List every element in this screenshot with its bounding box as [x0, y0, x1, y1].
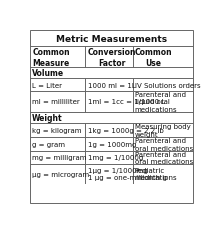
- Text: Metric Measurements: Metric Measurements: [56, 34, 167, 43]
- Text: Conversion
Factor: Conversion Factor: [88, 48, 136, 67]
- Text: Common
Use: Common Use: [135, 48, 172, 67]
- Text: Volume: Volume: [32, 69, 64, 78]
- Text: 1g = 1000mg: 1g = 1000mg: [88, 141, 136, 147]
- Text: g = gram: g = gram: [32, 141, 65, 147]
- Text: 1kg = 1000g = 2.2 lb: 1kg = 1000g = 2.2 lb: [88, 127, 163, 133]
- Text: mg = milligram: mg = milligram: [32, 155, 87, 161]
- Text: Common
Measure: Common Measure: [32, 48, 70, 67]
- Text: L = Liter: L = Liter: [32, 82, 62, 88]
- Text: Weight: Weight: [32, 113, 63, 122]
- Text: IV Solutions orders: IV Solutions orders: [135, 82, 200, 88]
- Text: Parenteral and
oral medications: Parenteral and oral medications: [135, 151, 193, 164]
- Text: 1mg = 1/1000g: 1mg = 1/1000g: [88, 155, 143, 161]
- Text: ml = milliliter: ml = milliliter: [32, 99, 80, 105]
- Text: Parenteral and
liquid oral
medications: Parenteral and liquid oral medications: [135, 91, 186, 112]
- Text: Pediatric
medications: Pediatric medications: [135, 167, 177, 181]
- Text: Measuring body
weight: Measuring body weight: [135, 124, 191, 137]
- Text: 1ml = 1cc = 1/1000 L: 1ml = 1cc = 1/1000 L: [88, 99, 165, 105]
- Text: Parenteral and
oral medications: Parenteral and oral medications: [135, 138, 193, 151]
- Text: kg = kilogram: kg = kilogram: [32, 127, 82, 133]
- Text: 1000 ml = 1L: 1000 ml = 1L: [88, 82, 135, 88]
- Text: 1μg = 1/1000mg
1 μg = one-millionth g: 1μg = 1/1000mg 1 μg = one-millionth g: [88, 167, 166, 181]
- Text: μg = microgram: μg = microgram: [32, 171, 89, 177]
